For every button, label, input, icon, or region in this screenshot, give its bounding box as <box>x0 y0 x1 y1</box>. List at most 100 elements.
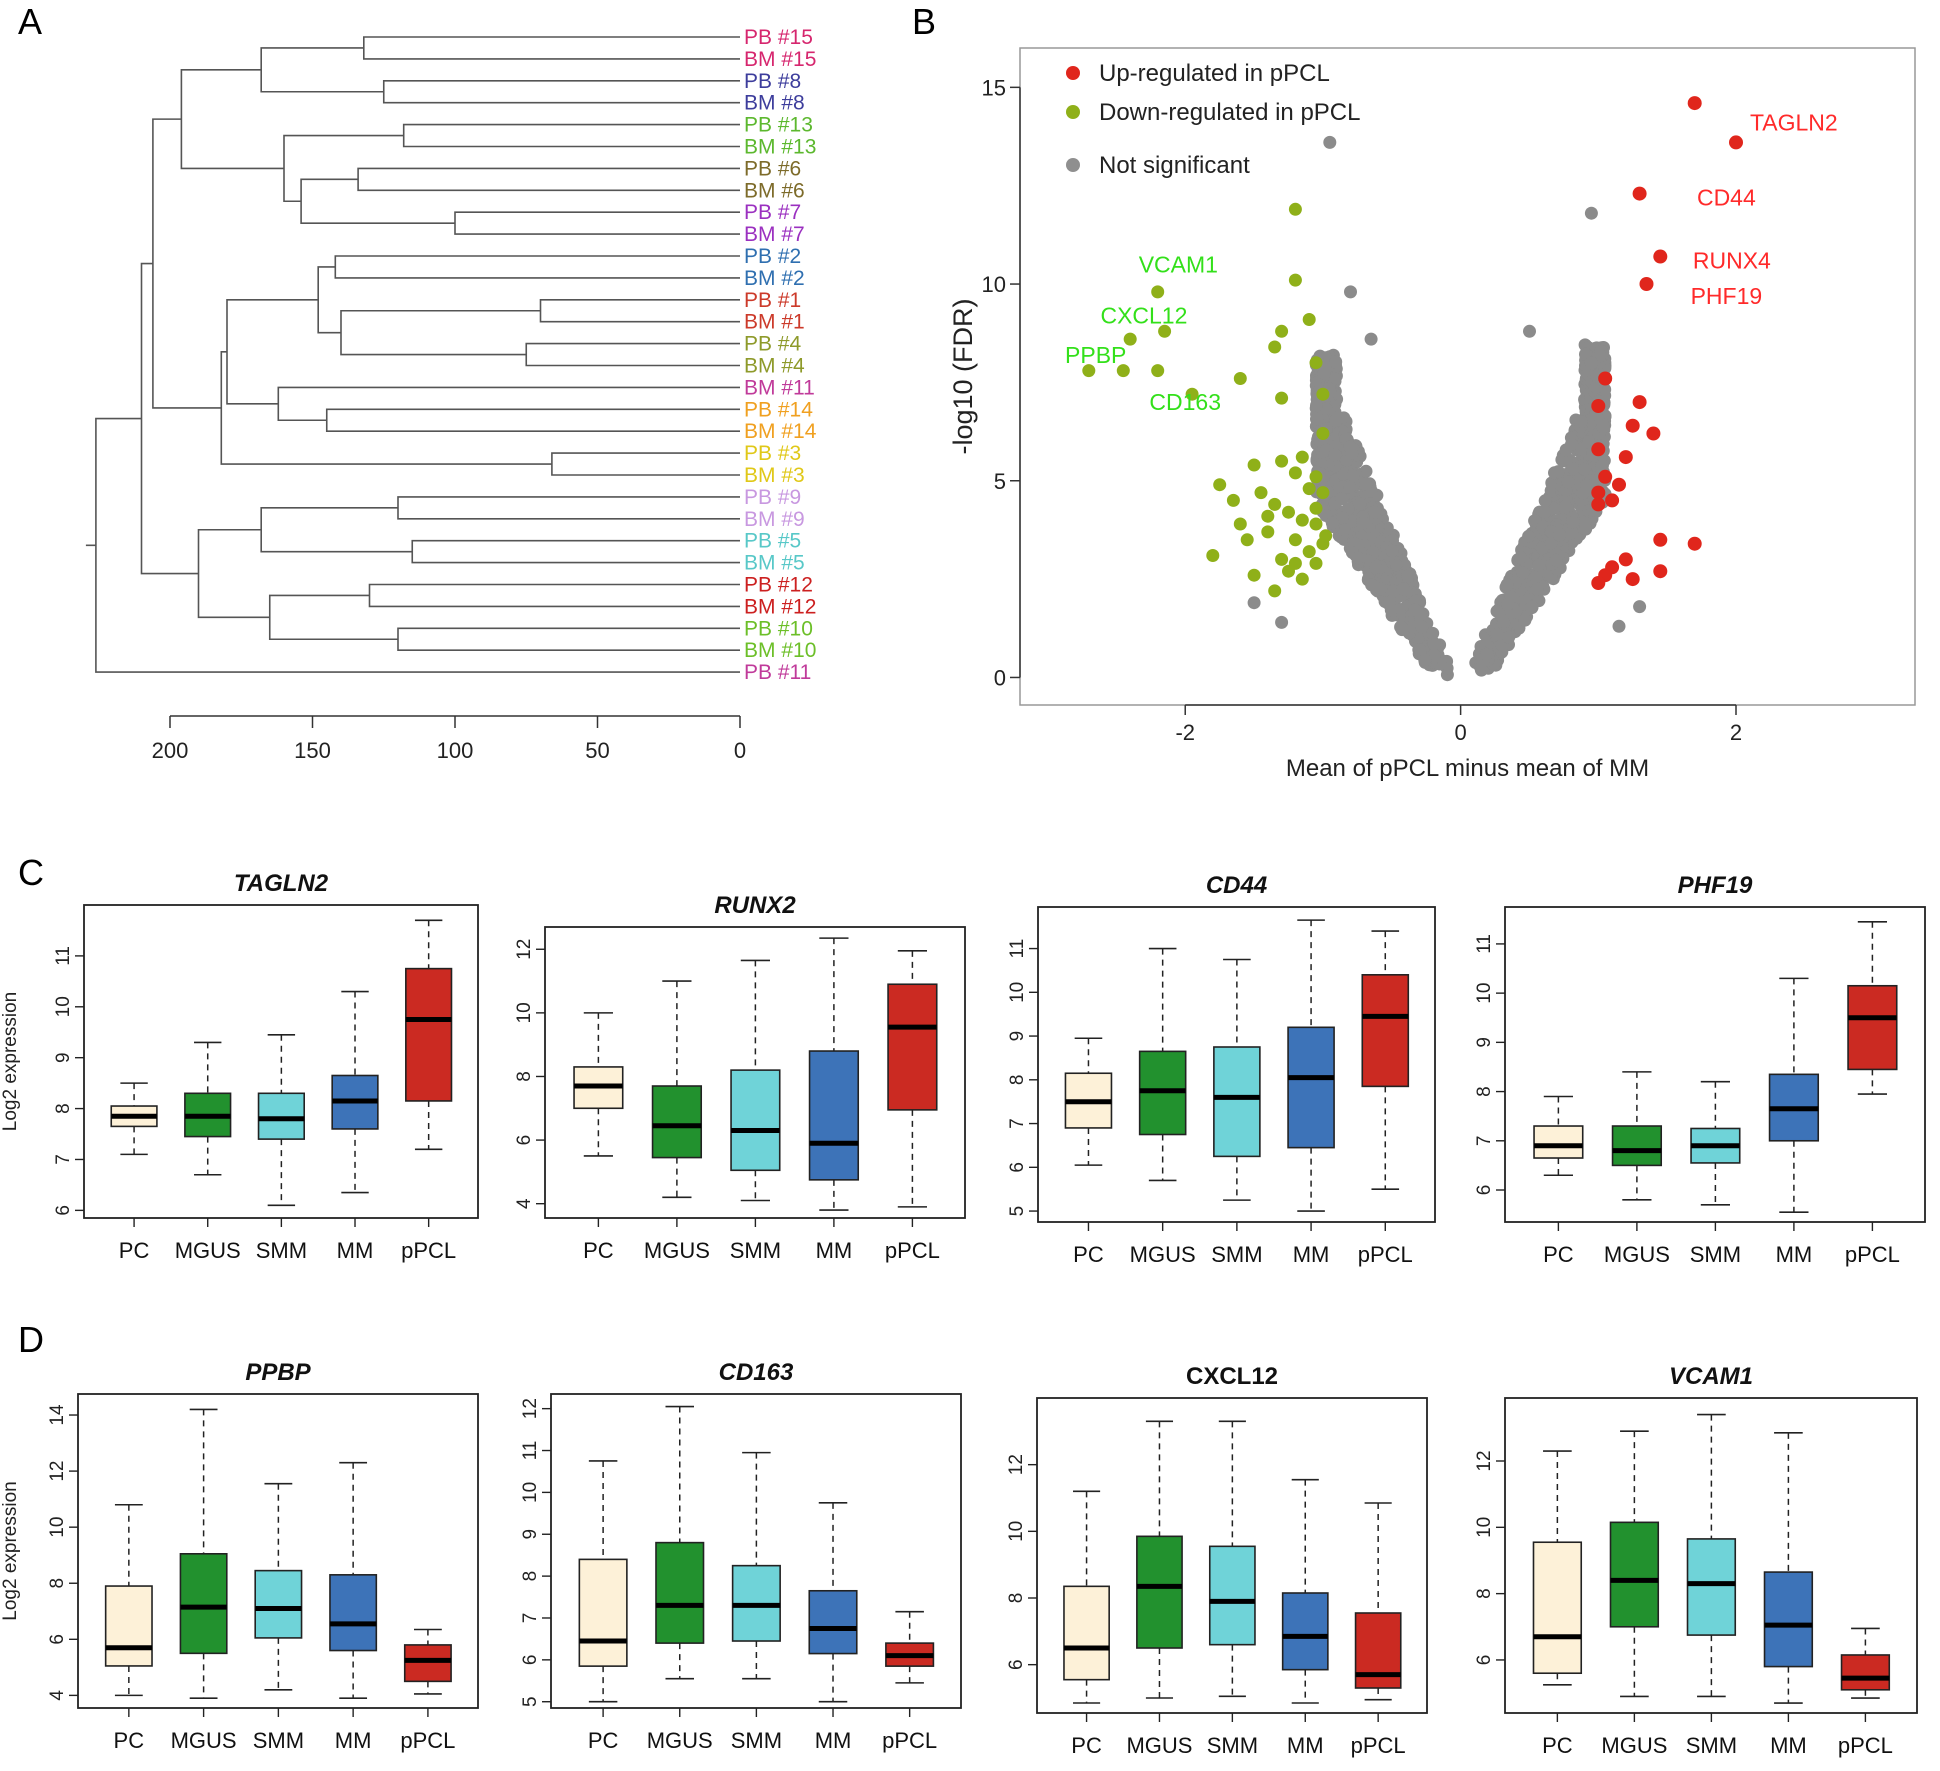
not-significant-point <box>1359 464 1373 478</box>
not-significant-point <box>1310 399 1323 412</box>
dendrogram-leaf-label: PB #11 <box>744 661 811 684</box>
up-regulated-point <box>1591 485 1606 500</box>
x-axis-category-label: pPCL <box>882 1728 937 1753</box>
down-regulated-point <box>1233 517 1247 531</box>
down-regulated-point <box>1288 533 1302 547</box>
y-axis-tick-label: 7 <box>1474 1136 1495 1147</box>
x-axis-category-label: MM <box>1293 1242 1330 1267</box>
y-axis-tick-label: 8 <box>47 1578 68 1589</box>
down-regulated-point <box>1288 202 1302 216</box>
up-regulated-point <box>1618 450 1633 465</box>
dendrogram-leaf-label: PB #7 <box>744 201 801 224</box>
box-iqr <box>808 1589 858 1655</box>
y-axis-tick-label: 11 <box>1007 939 1028 959</box>
box-iqr <box>405 967 453 1102</box>
up-regulated-point <box>1632 186 1647 201</box>
box-mm <box>1768 977 1820 1213</box>
not-significant-point <box>1502 630 1516 644</box>
up-regulated-point <box>1598 469 1613 484</box>
boxplot-title: CD163 <box>719 1359 794 1386</box>
up-regulated-point <box>1612 477 1626 492</box>
gene-label: CD44 <box>1697 184 1756 210</box>
not-significant-point <box>1518 613 1532 627</box>
down-regulated-point <box>1226 493 1240 507</box>
y-axis-tick-label: 11 <box>520 1441 541 1461</box>
y-axis-tick-label: 12 <box>1474 1450 1495 1471</box>
x-axis-category-label: SMM <box>253 1728 304 1753</box>
boxplot-title: RUNX2 <box>714 892 796 919</box>
not-significant-point <box>1364 332 1378 346</box>
not-significant-point <box>1336 467 1350 481</box>
box-iqr <box>254 1569 303 1639</box>
down-regulated-points <box>1082 202 1333 598</box>
dendrogram-branch <box>95 417 740 673</box>
x-axis-category-label: MGUS <box>171 1728 237 1753</box>
box-mgus <box>1138 947 1187 1182</box>
box-smm <box>254 1482 303 1691</box>
dendrogram-branch <box>220 351 552 465</box>
not-significant-point <box>1559 443 1573 457</box>
not-significant-point <box>1329 414 1343 428</box>
dendrogram-leaf-label: BM #4 <box>744 355 805 378</box>
x-axis-category-label: MM <box>1776 1242 1813 1267</box>
y-axis-tick-label: 6 <box>514 1135 535 1146</box>
gene-label: PPBP <box>1065 342 1126 368</box>
dendrogram-axis-tick-label: 100 <box>437 738 474 763</box>
x-axis-tick-label: -2 <box>1175 720 1195 745</box>
boxplot-title: CXCL12 <box>1186 1363 1278 1390</box>
x-axis-category-label: PC <box>119 1238 150 1263</box>
not-significant-point <box>1566 515 1580 529</box>
dendrogram-leaf-label: BM #15 <box>744 48 816 71</box>
not-significant-point <box>1549 553 1563 567</box>
up-regulated-point <box>1591 497 1606 512</box>
not-significant-point <box>1374 582 1388 596</box>
not-significant-point <box>1426 626 1440 640</box>
y-axis-tick-label: 10 <box>47 1517 68 1538</box>
down-regulated-point <box>1151 364 1165 378</box>
y-axis-tick-label: 10 <box>1007 982 1028 1003</box>
not-significant-point <box>1395 623 1409 637</box>
dendrogram-branch <box>325 408 740 432</box>
box-pc <box>573 1012 624 1157</box>
box-pc <box>1063 1490 1110 1704</box>
x-axis-category-label: SMM <box>1207 1733 1258 1758</box>
y-axis-tick-label: 6 <box>47 1634 68 1645</box>
down-regulated-point <box>1158 324 1172 338</box>
legend-marker <box>1066 158 1080 172</box>
dendrogram-leaf-label: PB #14 <box>744 398 813 421</box>
not-significant-point <box>1501 598 1515 611</box>
y-axis-tick-label: 9 <box>1007 1031 1028 1042</box>
dendrogram-leaf-label: PB #13 <box>744 114 813 137</box>
gene-label: VCAM1 <box>1139 251 1218 277</box>
down-regulated-point <box>1116 364 1130 378</box>
up-regulated-point <box>1653 564 1668 579</box>
not-significant-point <box>1497 616 1511 630</box>
not-significant-point <box>1490 627 1504 641</box>
not-significant-point <box>1579 522 1593 536</box>
up-regulated-points <box>1591 96 1743 590</box>
box-ppcl <box>1840 1627 1891 1699</box>
not-significant-point <box>1500 578 1514 592</box>
dendrogram-leaf-label: BM #9 <box>744 508 805 531</box>
down-regulated-point <box>1275 552 1289 566</box>
dendrogram-leaf-label: PB #8 <box>744 70 801 93</box>
x-axis-category-label: MGUS <box>647 1728 713 1753</box>
boxplot-tagln2: TAGLN2 6 7 8 9 10 11 Log2 expression PC MGUS SMM MM… <box>0 870 479 1263</box>
not-significant-point <box>1564 526 1578 540</box>
dendrogram-leaf-label: BM #13 <box>744 136 816 159</box>
not-significant-point <box>1401 569 1415 583</box>
box-iqr <box>179 1553 228 1655</box>
box-mm <box>1281 1478 1329 1704</box>
not-significant-point <box>1408 603 1422 617</box>
x-axis-category-label: pPCL <box>401 1238 456 1263</box>
box-iqr <box>1213 1046 1261 1158</box>
box-smm <box>1208 1420 1256 1698</box>
dendrogram-branch <box>454 211 740 235</box>
down-regulated-point <box>1309 501 1323 515</box>
dendrogram-branch <box>357 167 740 192</box>
box-iqr <box>104 1585 153 1667</box>
box-pc <box>1532 1450 1583 1686</box>
y-axis-tick-label: 7 <box>1007 1118 1028 1129</box>
not-significant-point <box>1351 551 1365 565</box>
box-mm <box>808 1502 858 1703</box>
